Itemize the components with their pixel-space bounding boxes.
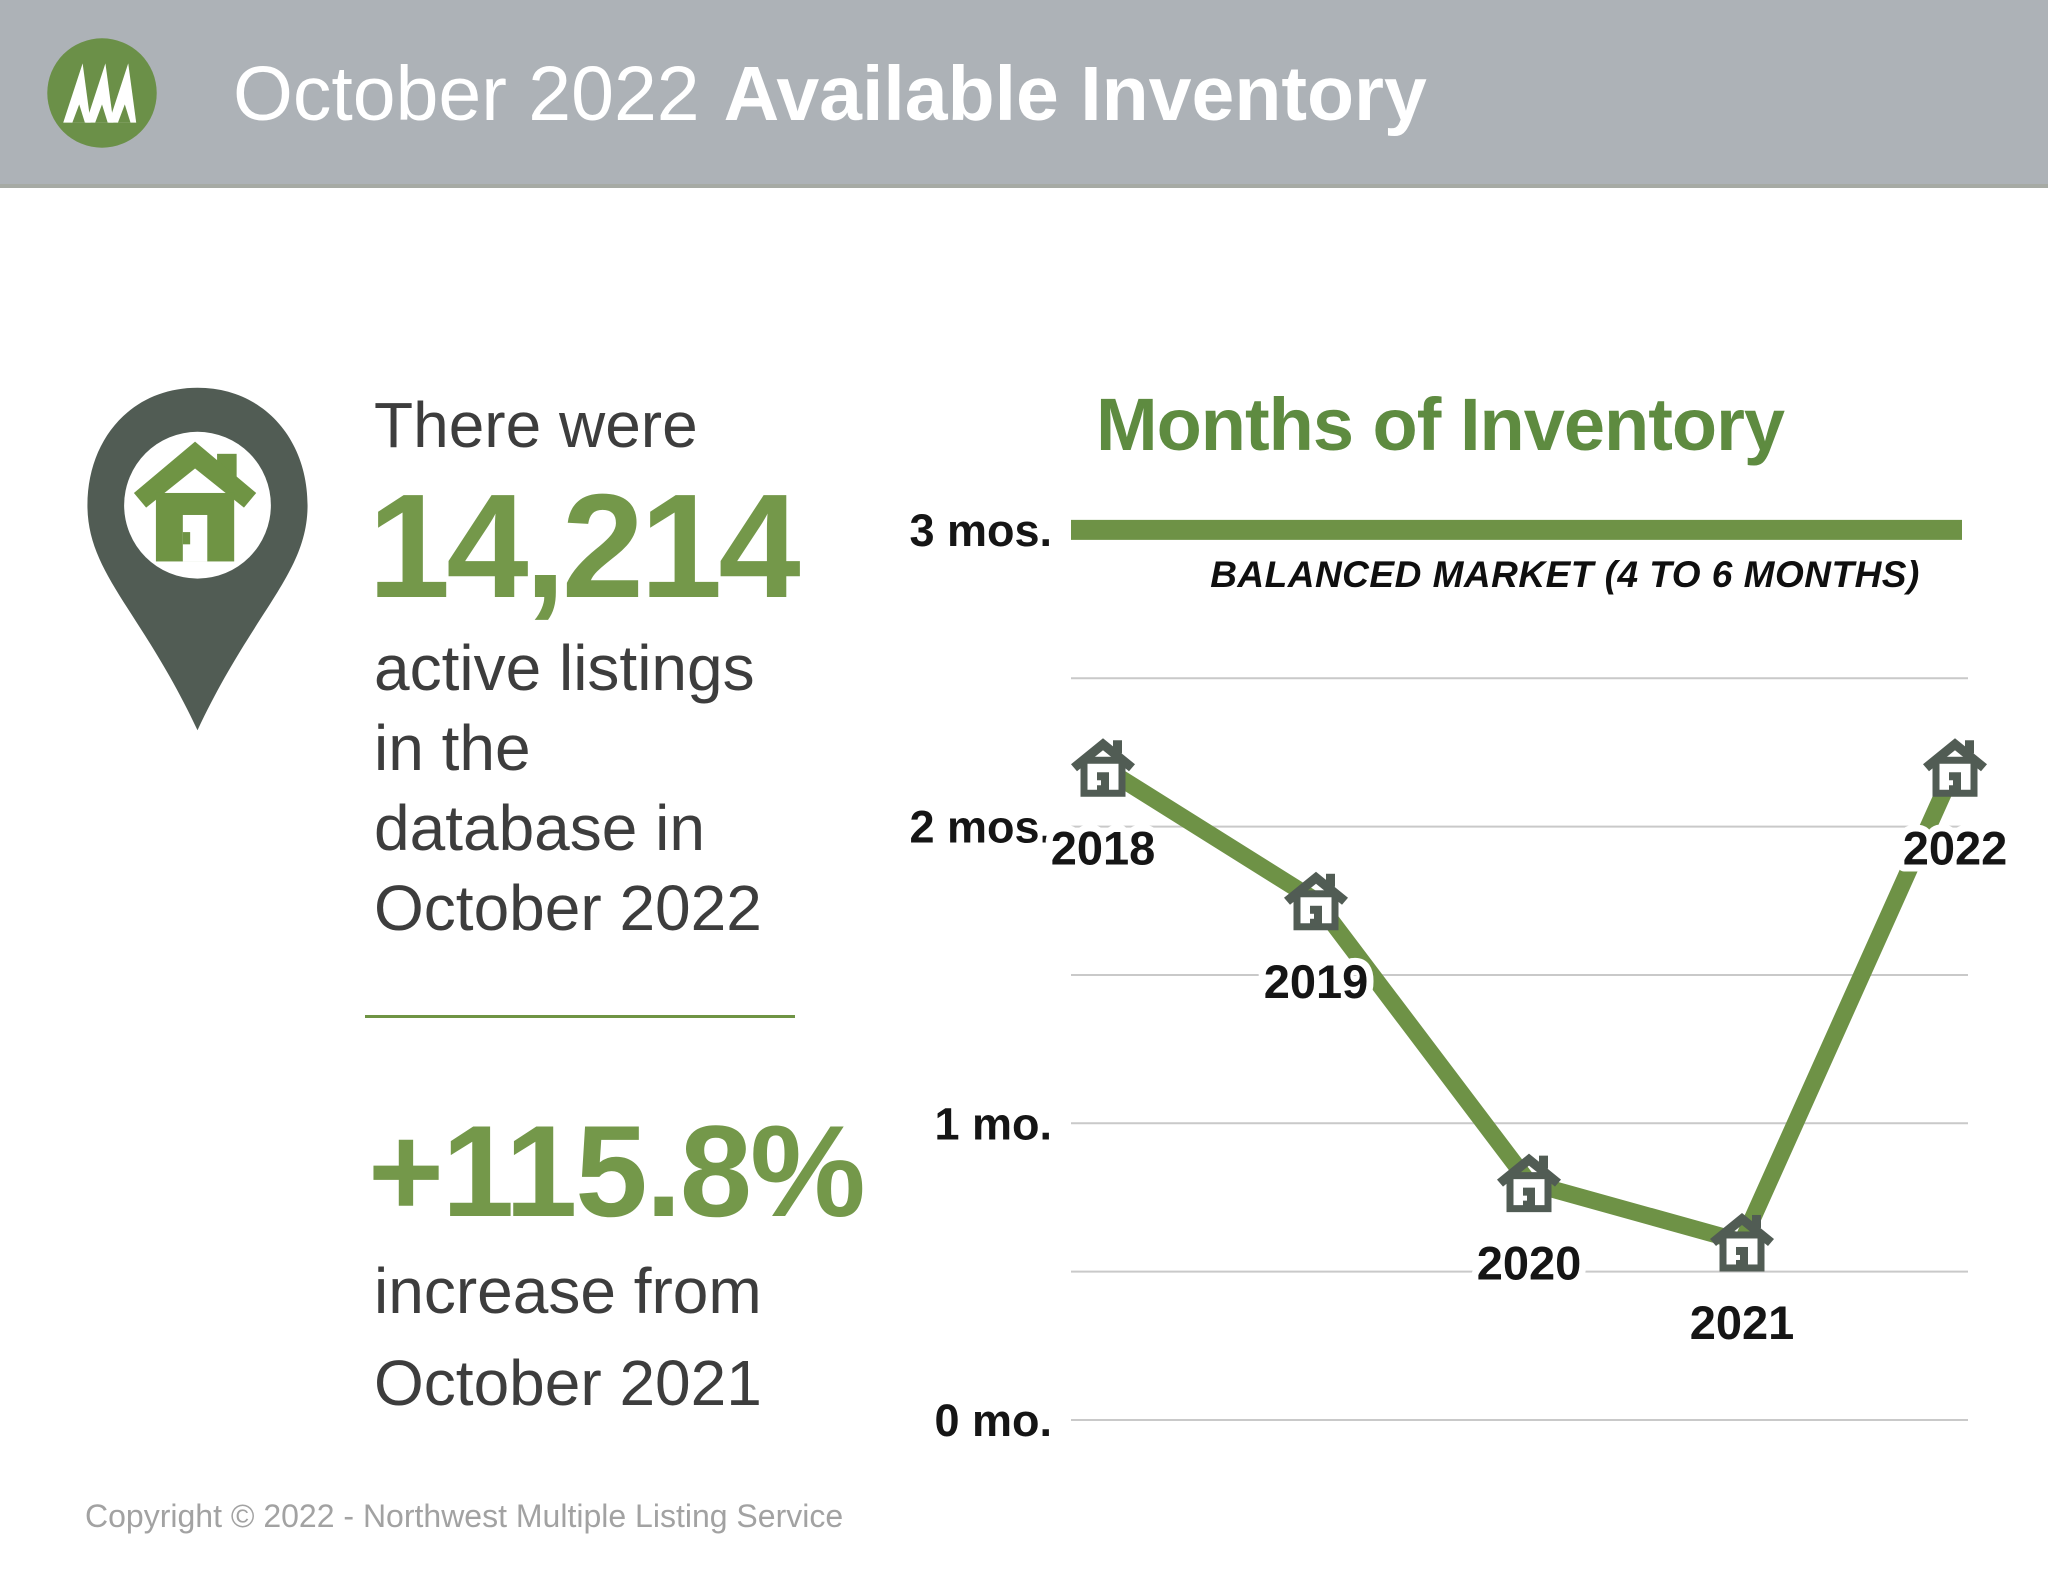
title-month: October 2022 (233, 50, 700, 137)
page-title: October 2022 Available Inventory (233, 0, 1427, 188)
evergreen-trees-icon (47, 38, 157, 148)
caption-line: increase from (374, 1255, 762, 1327)
balanced-market-label: BALANCED MARKET (4 TO 6 MONTHS) (1210, 554, 1920, 595)
caption-line: in the (374, 712, 531, 784)
chimney (1113, 740, 1122, 754)
door-handle (1736, 1254, 1740, 1260)
year-label: 2021 (1690, 1296, 1795, 1349)
year-label: 2022 (1903, 821, 2008, 874)
chimney (1752, 1214, 1761, 1228)
door (1949, 772, 1961, 794)
inventory-line (1098, 760, 1963, 1253)
roof (1710, 1212, 1774, 1246)
caption-line: database in (374, 792, 705, 864)
copyright-text: Copyright © 2022 - Northwest Multiple Li… (85, 1498, 844, 1534)
year-label: 2020 (1477, 1237, 1582, 1290)
roof (1284, 871, 1348, 905)
door (1523, 1187, 1535, 1209)
door (1310, 905, 1322, 927)
y-axis-tick-label: 3 mos. (909, 505, 1052, 556)
door-handle (1523, 1195, 1527, 1201)
house-body (1080, 756, 1126, 797)
house-marker-icon (1497, 1153, 1561, 1213)
house-marker-icon (1923, 738, 1987, 797)
section-divider (365, 1015, 795, 1018)
roof (1497, 1153, 1561, 1187)
nwmls-logo (45, 36, 159, 150)
house-body (1719, 1231, 1765, 1272)
y-axis-tick-label: 2 mos. (909, 802, 1052, 853)
roof (1071, 738, 1135, 772)
count-caption: active listings in the database in Octob… (374, 628, 762, 948)
chimney (1965, 740, 1974, 754)
house-marker-icon (1071, 738, 1135, 797)
map-pin-house-icon (87, 387, 308, 731)
caption-line: October 2021 (374, 1347, 762, 1419)
house-body (1932, 756, 1978, 797)
chimney (1326, 873, 1335, 887)
door-handle (1097, 780, 1101, 786)
title-subject: Available Inventory (723, 50, 1427, 137)
door-handle (1949, 780, 1953, 786)
y-axis-tick-label: 1 mo. (934, 1098, 1052, 1149)
y-axis-tick-label: 0 mo. (934, 1395, 1052, 1446)
yoy-change-percent: +115.8% (368, 1098, 866, 1244)
roof (1923, 738, 1987, 772)
active-listings-count: 14,214 (368, 464, 801, 629)
door-handle (1310, 913, 1314, 919)
door (1097, 772, 1109, 794)
change-caption: increase from October 2021 (374, 1245, 762, 1429)
header-bar: October 2022 Available Inventory (0, 0, 2048, 188)
house-marker-icon (1710, 1212, 1774, 1272)
house-marker-icon (1284, 871, 1348, 931)
chimney (1539, 1155, 1548, 1169)
year-label: 2018 (1051, 821, 1156, 874)
year-label: 2019 (1264, 955, 1369, 1008)
door (1736, 1246, 1748, 1268)
chart-title: Months of Inventory (1095, 383, 1785, 466)
caption-line: October 2022 (374, 872, 762, 944)
house-body (1293, 890, 1339, 931)
house-body (1506, 1172, 1552, 1213)
house-icon (133, 441, 257, 562)
caption-line: active listings (374, 632, 755, 704)
stat-intro-text: There were (374, 389, 698, 461)
